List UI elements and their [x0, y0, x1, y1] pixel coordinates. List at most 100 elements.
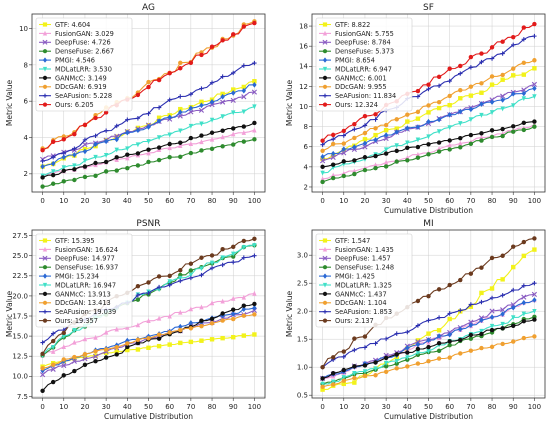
data-point [103, 355, 109, 360]
legend-label: Ours: 19.357 [55, 317, 98, 325]
data-point [220, 38, 225, 43]
y-tick-label: 20.0 [12, 292, 28, 300]
legend-label: DeepFuse: 4.726 [55, 39, 111, 47]
data-point [146, 280, 151, 285]
data-point [167, 282, 172, 288]
data-point [50, 349, 56, 354]
data-point [330, 132, 336, 138]
series-pmgi [320, 85, 537, 160]
y-axis-label: Metric Value [5, 290, 14, 337]
data-point [167, 141, 172, 147]
x-tick-label: 20 [360, 403, 369, 411]
data-point [167, 330, 172, 335]
data-point [500, 77, 505, 82]
data-point [373, 153, 378, 159]
data-point [61, 150, 66, 156]
data-point [468, 65, 474, 70]
data-point [489, 74, 495, 79]
data-point [330, 162, 336, 167]
data-point [50, 362, 56, 368]
legend-label: MDLatLRR: 16.947 [55, 281, 116, 289]
data-point [156, 287, 162, 293]
x-tick-label: 80 [488, 197, 497, 205]
data-point [199, 318, 204, 323]
data-point [341, 375, 346, 381]
x-tick-label: 100 [528, 197, 541, 205]
data-point [447, 66, 452, 71]
x-tick-label: 90 [509, 403, 518, 411]
data-point [72, 152, 77, 158]
data-point [458, 71, 463, 76]
data-point [50, 169, 56, 175]
data-point [479, 112, 484, 118]
data-point [383, 147, 389, 153]
data-point [103, 350, 109, 356]
data-point [352, 144, 357, 150]
data-point [394, 366, 399, 371]
data-point [241, 24, 247, 29]
data-point [146, 111, 151, 116]
y-tick-label: 25.0 [12, 252, 28, 260]
data-point [468, 141, 474, 147]
data-point [352, 171, 357, 177]
data-point [199, 99, 204, 105]
data-point [415, 124, 421, 130]
legend-marker [322, 265, 328, 270]
data-point [178, 309, 183, 315]
chart-panel-ag: 0 10 20 30 40 50 60 70 80 90 100 2 4 6 8 10 AG Metric Val… [5, 3, 266, 205]
legend-marker [42, 255, 48, 261]
y-tick-label: 22.5 [12, 272, 28, 280]
data-point [72, 163, 77, 169]
data-point [103, 152, 109, 158]
data-point [330, 175, 336, 181]
data-point [146, 79, 151, 85]
data-point [82, 356, 88, 362]
data-point [468, 302, 474, 307]
data-point [479, 265, 484, 270]
data-point [373, 165, 378, 171]
data-point [178, 140, 183, 145]
x-tick-label: 60 [165, 197, 174, 205]
data-point [489, 327, 495, 333]
data-point [156, 115, 162, 120]
data-point [320, 381, 325, 387]
legend-label: DeepFuse: 1.457 [335, 255, 391, 263]
y-tick-label: 8 [304, 123, 308, 131]
data-point [436, 140, 442, 145]
series-densefuse [40, 137, 257, 189]
data-point [125, 344, 130, 350]
data-point [252, 20, 257, 26]
data-point [362, 345, 368, 350]
legend-label: GTF: 15.395 [55, 237, 95, 245]
data-point [320, 164, 325, 170]
y-tick-label: 10.0 [12, 373, 28, 381]
data-point [447, 311, 452, 316]
x-tick-label: 10 [59, 197, 68, 205]
data-point [352, 135, 357, 141]
data-point [532, 124, 537, 129]
data-point [362, 155, 368, 160]
data-point [362, 123, 368, 128]
data-point [167, 313, 172, 319]
y-tick-label: 16 [299, 43, 308, 51]
legend-label: PMGI: 15.234 [55, 273, 99, 281]
data-point [511, 287, 516, 293]
data-point [531, 291, 537, 297]
x-tick-label: 70 [186, 197, 195, 205]
data-point [231, 32, 236, 37]
y-tick-label: 1.5 [297, 336, 308, 344]
data-point [362, 369, 368, 375]
legend-marker [42, 57, 48, 63]
data-point [511, 264, 516, 270]
data-point [146, 159, 151, 165]
data-point [230, 97, 236, 103]
data-point [426, 318, 431, 323]
data-point [40, 340, 45, 345]
data-point [40, 148, 45, 153]
series-group [320, 21, 537, 185]
data-point [383, 164, 389, 169]
data-point [521, 37, 527, 42]
data-point [489, 56, 495, 61]
data-point [468, 336, 474, 341]
